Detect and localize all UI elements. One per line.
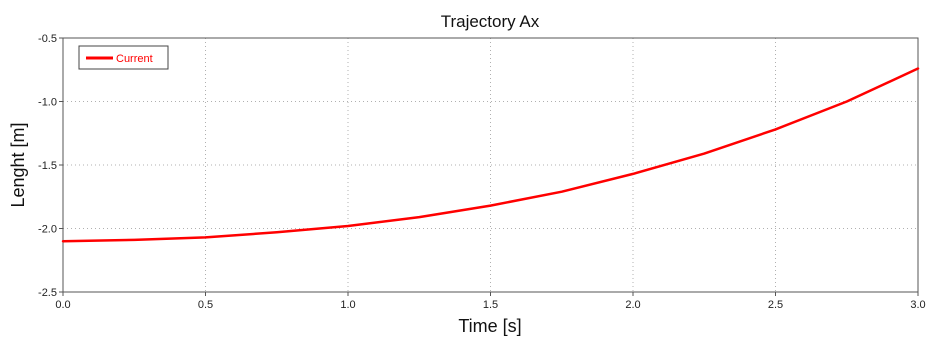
series-line-current [61, 67, 920, 243]
chart-title: Trajectory Ax [441, 12, 540, 31]
y-tick-label: -1.5 [38, 160, 57, 172]
y-axis-label: Lenght [m] [8, 122, 28, 207]
x-tick-label: 3.0 [910, 299, 925, 311]
legend: Current [78, 45, 169, 70]
y-tick-label: -2.5 [38, 287, 57, 299]
grid [63, 38, 918, 292]
x-tick-label: 1.5 [483, 299, 498, 311]
x-tick-label: 2.0 [625, 299, 640, 311]
y-tick-label: -1.0 [38, 97, 57, 109]
x-tick-label: 0.5 [198, 299, 213, 311]
x-tick-label: 2.5 [768, 299, 783, 311]
x-axis-ticks: 0.0 0.5 1.0 1.5 2.0 2.5 3.0 [55, 292, 926, 311]
legend-box [78, 45, 169, 70]
y-axis-ticks: -0.5 -1.0 -1.5 -2.0 -2.5 [38, 33, 63, 299]
x-axis-label: Time [s] [458, 316, 521, 336]
x-tick-label: 1.0 [340, 299, 355, 311]
y-tick-label: -2.0 [38, 224, 57, 236]
series-group [61, 67, 920, 243]
legend-label-current: Current [116, 53, 153, 65]
y-tick-label: -0.5 [38, 33, 57, 45]
x-tick-label: 0.0 [55, 299, 70, 311]
